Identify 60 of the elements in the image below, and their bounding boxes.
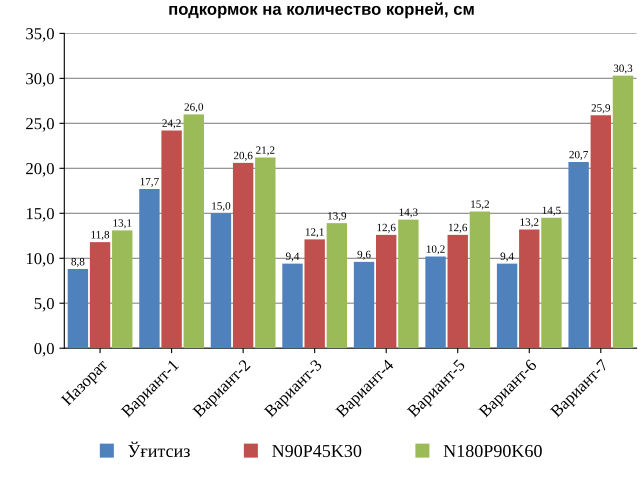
data-label: 20,6 bbox=[234, 152, 253, 161]
data-label: 13,1 bbox=[114, 219, 132, 228]
data-label: 24,2 bbox=[162, 119, 181, 128]
y-tick-label: 15,0 bbox=[26, 208, 54, 222]
data-label: 14,3 bbox=[400, 208, 418, 218]
chart-title: подкормок на количество корней, см bbox=[169, 2, 474, 18]
bar bbox=[448, 234, 468, 348]
bar bbox=[210, 213, 232, 348]
data-label: 8,8 bbox=[71, 258, 84, 268]
bar bbox=[139, 189, 160, 348]
y-tick-label: 25,0 bbox=[26, 118, 54, 132]
data-label: 11,8 bbox=[92, 230, 110, 240]
data-label: 9,6 bbox=[357, 250, 371, 260]
bar bbox=[354, 262, 374, 348]
bar bbox=[519, 229, 540, 348]
bar bbox=[304, 239, 325, 348]
data-label: 13,9 bbox=[328, 212, 346, 222]
bar bbox=[90, 242, 110, 348]
bar bbox=[470, 211, 490, 348]
bar bbox=[590, 115, 612, 348]
data-label: 12,6 bbox=[377, 224, 396, 233]
data-label: 13,2 bbox=[520, 218, 538, 228]
data-label: 14,5 bbox=[542, 206, 561, 216]
data-label: 12,6 bbox=[448, 224, 468, 233]
data-label: 9,4 bbox=[286, 252, 300, 262]
data-label: 30,3 bbox=[614, 64, 632, 74]
y-tick-label: 10,0 bbox=[26, 252, 54, 267]
data-label: 15,2 bbox=[471, 200, 490, 210]
bar bbox=[612, 76, 634, 348]
bar bbox=[568, 162, 589, 348]
y-tick-label: 20,0 bbox=[26, 163, 54, 177]
bar bbox=[326, 223, 348, 348]
legend-label: Ўғитсиз bbox=[128, 442, 190, 458]
data-label: 21,2 bbox=[256, 146, 274, 156]
y-tick-label: 5,0 bbox=[34, 298, 54, 312]
data-label: 20,7 bbox=[569, 150, 588, 160]
y-tick-label: 30,0 bbox=[26, 73, 54, 87]
data-label: 9,4 bbox=[500, 252, 514, 262]
data-label: 15,0 bbox=[212, 202, 230, 212]
data-label: 26,0 bbox=[184, 103, 204, 112]
bar bbox=[184, 114, 204, 348]
legend-label: N180P90K60 bbox=[444, 444, 542, 458]
bar bbox=[282, 264, 303, 348]
bar bbox=[232, 162, 254, 348]
y-tick-label: 35,0 bbox=[26, 28, 54, 42]
bar bbox=[112, 230, 132, 348]
data-label: 10,2 bbox=[426, 245, 445, 254]
data-label: 12,1 bbox=[306, 228, 324, 238]
bar bbox=[255, 158, 276, 348]
y-tick-label: 0,0 bbox=[34, 342, 54, 357]
bar bbox=[376, 234, 396, 348]
bar bbox=[161, 130, 182, 348]
legend-label: N90P45K30 bbox=[272, 444, 362, 458]
data-label: 25,9 bbox=[592, 104, 610, 114]
bar bbox=[68, 269, 88, 348]
data-label: 17,7 bbox=[140, 178, 159, 187]
bar bbox=[425, 256, 446, 348]
bar bbox=[541, 218, 562, 348]
bar bbox=[496, 264, 518, 348]
bar bbox=[398, 220, 419, 348]
